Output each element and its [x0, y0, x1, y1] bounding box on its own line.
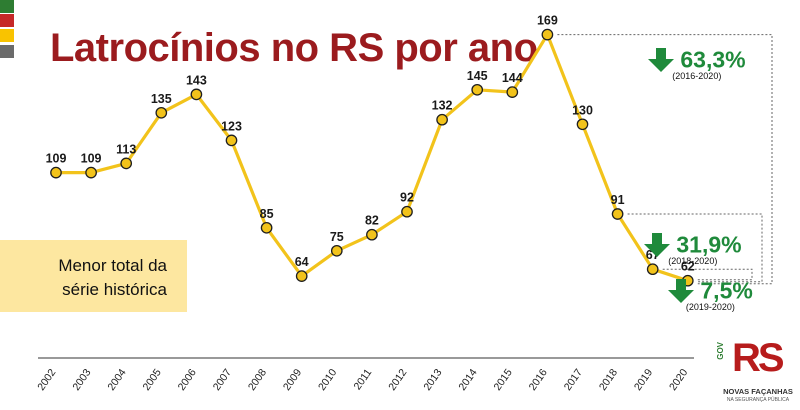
- badge-2019-2020: 7,5% (2019-2020): [668, 276, 753, 312]
- data-point-2011: [366, 228, 378, 241]
- x-tick-label-2002: 2002: [35, 367, 58, 393]
- data-label-2006: 143: [186, 73, 207, 87]
- data-point-2014: [471, 83, 484, 96]
- down-arrow-icon: [668, 278, 694, 303]
- data-point-2009: [295, 270, 308, 282]
- x-tick-label-2017: 2017: [562, 367, 585, 393]
- data-label-2008: 85: [260, 207, 274, 221]
- data-label-2016: 169: [537, 14, 558, 28]
- leader-line-2016-2020: [557, 34, 773, 285]
- data-point-2008: [260, 221, 273, 234]
- x-tick-label-2012: 2012: [386, 367, 409, 393]
- badge-2018-2020: 31,9% (2018-2020): [644, 230, 742, 266]
- data-point-2018: [611, 208, 624, 220]
- logo-gov-text: GOV: [716, 342, 725, 360]
- data-label-2005: 135: [151, 92, 172, 106]
- note-line-1: Menor total da: [58, 256, 167, 275]
- data-label-2011: 82: [365, 214, 379, 228]
- data-point-2016: [541, 28, 554, 41]
- x-tick-label-2007: 2007: [211, 367, 234, 393]
- x-tick-label-2008: 2008: [246, 367, 269, 393]
- data-point-2019: [646, 263, 659, 276]
- data-point-2012: [401, 205, 413, 218]
- x-tick-label-2004: 2004: [105, 367, 128, 393]
- leader-line-2018-2020: [627, 213, 763, 283]
- data-point-2005: [155, 106, 168, 119]
- data-label-2018: 91: [611, 193, 625, 207]
- x-tick-label-2016: 2016: [527, 367, 550, 393]
- data-point-2017: [576, 118, 589, 131]
- note-box: Menor total da série histórica: [0, 240, 187, 312]
- badge-period: (2016-2020): [672, 71, 722, 82]
- data-label-2015: 144: [502, 71, 523, 85]
- badge-pct: 7,5%: [700, 277, 753, 304]
- data-point-2015: [506, 86, 519, 98]
- badge-2016-2020: 63,3% (2016-2020): [648, 45, 746, 81]
- x-tick-label-2003: 2003: [70, 367, 93, 393]
- data-point-2004: [120, 157, 133, 170]
- page-title: Latrocínios no RS por ano: [50, 26, 538, 70]
- down-arrow-icon: [648, 47, 674, 72]
- x-tick-label-2005: 2005: [141, 367, 164, 393]
- badge-period: (2018-2020): [668, 256, 718, 267]
- flag-stripe-gray: [0, 45, 14, 58]
- note-text: Menor total da série histórica: [0, 254, 187, 302]
- flag-stripe-yellow: [0, 29, 14, 42]
- badge-period: (2019-2020): [685, 302, 735, 313]
- data-label-2017: 130: [572, 103, 593, 117]
- data-label-2003: 109: [81, 152, 102, 166]
- x-tick-label-2018: 2018: [597, 367, 620, 393]
- data-label-2020: 62: [681, 260, 695, 274]
- flag-stripe-red: [0, 14, 14, 27]
- badge-pct: 31,9%: [676, 231, 742, 258]
- x-tick-label-2011: 2011: [352, 367, 375, 393]
- note-line-2: série histórica: [62, 280, 167, 299]
- x-tick-label-2010: 2010: [316, 367, 339, 393]
- data-point-2010: [330, 244, 343, 257]
- down-arrow-icon: [644, 232, 670, 257]
- x-tick-label-2020: 2020: [667, 367, 690, 393]
- data-label-2004: 113: [116, 142, 136, 156]
- data-label-2002: 109: [46, 152, 67, 166]
- x-tick-label-2014: 2014: [456, 367, 479, 393]
- data-point-2007: [225, 134, 238, 147]
- data-label-2012: 92: [400, 191, 414, 205]
- logo-name-text: NOVAS FAÇANHAS: [723, 387, 793, 396]
- data-point-2013: [436, 113, 448, 126]
- data-label-2009: 64: [295, 255, 309, 269]
- x-tick-label-2015: 2015: [492, 367, 515, 393]
- logo-sub-text: NA SEGURANÇA PÚBLICA: [726, 397, 790, 403]
- x-tick-label-2013: 2013: [421, 367, 444, 393]
- leader-line-2019-2020: [662, 268, 753, 281]
- data-label-2013: 132: [432, 99, 453, 113]
- x-tick-label-2019: 2019: [632, 367, 655, 393]
- flag-stripe-green: [0, 0, 14, 13]
- badge-pct: 63,3%: [680, 46, 746, 73]
- x-tick-label-2009: 2009: [281, 367, 304, 393]
- data-point-2003: [85, 166, 97, 179]
- data-point-2006: [190, 88, 203, 101]
- data-label-2007: 123: [221, 119, 242, 133]
- rs-gov-logo: GOV RS NOVAS FAÇANHAS NA SEGURANÇA PÚBLI…: [716, 336, 796, 406]
- x-tick-label-2006: 2006: [176, 367, 199, 393]
- data-label-2010: 75: [330, 230, 344, 244]
- data-label-2014: 145: [467, 69, 488, 83]
- logo-rs-text: RS: [732, 336, 785, 380]
- data-point-2002: [50, 166, 62, 179]
